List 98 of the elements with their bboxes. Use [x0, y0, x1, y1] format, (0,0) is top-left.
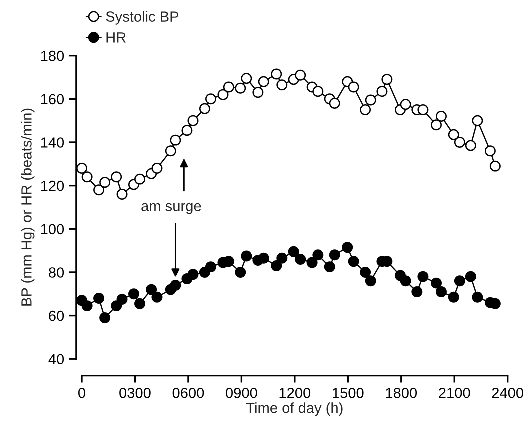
- point: [465, 140, 476, 152]
- x-tick-label: 2400: [492, 388, 524, 398]
- point: [400, 99, 412, 110]
- point: [218, 89, 229, 100]
- x-axis-title: Time of day (h): [246, 402, 343, 416]
- x-tick-label: 0900: [226, 388, 258, 398]
- point: [100, 177, 111, 188]
- y-tick-label: 120: [41, 180, 64, 192]
- point: [324, 262, 336, 273]
- point: [116, 188, 128, 200]
- x-tick-label: 0600: [172, 388, 204, 398]
- y-tick-label: 140: [41, 138, 64, 148]
- y-tick-label: 100: [41, 224, 64, 235]
- point: [431, 278, 442, 289]
- x-tick-label: 2100: [439, 388, 470, 398]
- point: [288, 246, 300, 258]
- point: [271, 68, 282, 80]
- point: [400, 276, 412, 287]
- point: [418, 271, 429, 282]
- point: [258, 252, 270, 264]
- point: [312, 86, 324, 98]
- point: [348, 82, 360, 93]
- point: [165, 146, 176, 157]
- point: [295, 254, 306, 265]
- point: [490, 160, 501, 172]
- point: [376, 86, 388, 98]
- point: [170, 280, 182, 291]
- point: [448, 292, 460, 303]
- annotation: am surge: [142, 203, 202, 214]
- x-tick-label: 1800: [386, 388, 418, 398]
- point: [382, 74, 393, 86]
- point: [454, 276, 466, 287]
- point: [152, 292, 163, 303]
- point: [484, 146, 496, 157]
- point: [241, 250, 252, 262]
- x-tick-label: 1200: [280, 388, 311, 398]
- point: [329, 250, 340, 261]
- point: [235, 266, 246, 278]
- point: [360, 104, 372, 116]
- x-tick-label: 0300: [120, 388, 151, 398]
- y-tick-label: 160: [41, 94, 64, 105]
- point: [100, 312, 111, 324]
- point: [306, 257, 318, 268]
- point: [465, 271, 476, 282]
- point: [454, 137, 466, 148]
- point: [76, 163, 88, 174]
- point: [134, 298, 146, 310]
- point: [223, 82, 234, 93]
- point: [188, 269, 199, 280]
- point: [116, 294, 128, 306]
- point: [431, 120, 442, 131]
- point: [276, 252, 288, 264]
- x-tick-label: 0: [78, 388, 86, 398]
- point: [365, 276, 376, 287]
- y-axis-title: BP (mm Hg) or HR (beats/min): [21, 108, 35, 306]
- point: [111, 300, 122, 312]
- y-tick-label: 80: [49, 268, 64, 278]
- point: [82, 172, 93, 183]
- point: [111, 172, 122, 183]
- point: [199, 103, 210, 114]
- point: [271, 260, 282, 272]
- point: [342, 242, 354, 254]
- point: [436, 111, 447, 122]
- point: [170, 134, 182, 146]
- point: [472, 115, 484, 126]
- point: [329, 98, 340, 109]
- point: [276, 80, 288, 91]
- point: [188, 115, 199, 126]
- point: [94, 184, 105, 196]
- point: [241, 73, 252, 84]
- point: [295, 70, 306, 81]
- x-tick-label: 1500: [333, 388, 364, 398]
- point: [94, 292, 105, 304]
- point: [128, 288, 140, 300]
- point: [472, 292, 484, 303]
- point: [206, 262, 216, 273]
- point: [348, 256, 360, 268]
- y-tick-label: 40: [48, 354, 64, 365]
- point: [252, 87, 264, 98]
- point: [206, 94, 216, 105]
- y-tick-label: 180: [41, 50, 64, 62]
- point: [436, 286, 447, 298]
- point: [82, 300, 93, 312]
- point: [418, 104, 429, 116]
- point: [182, 125, 193, 136]
- point: [365, 94, 376, 106]
- y-tick-label: 60: [49, 310, 64, 322]
- point: [448, 129, 460, 140]
- point: [134, 174, 146, 185]
- point: [312, 250, 324, 261]
- legend-label: HR: [106, 32, 126, 43]
- point: [152, 163, 163, 174]
- point: [412, 286, 423, 298]
- point: [258, 76, 270, 88]
- point: [235, 82, 246, 94]
- point: [146, 284, 158, 296]
- point: [360, 266, 372, 278]
- legend-label: Systolic BP: [106, 11, 179, 25]
